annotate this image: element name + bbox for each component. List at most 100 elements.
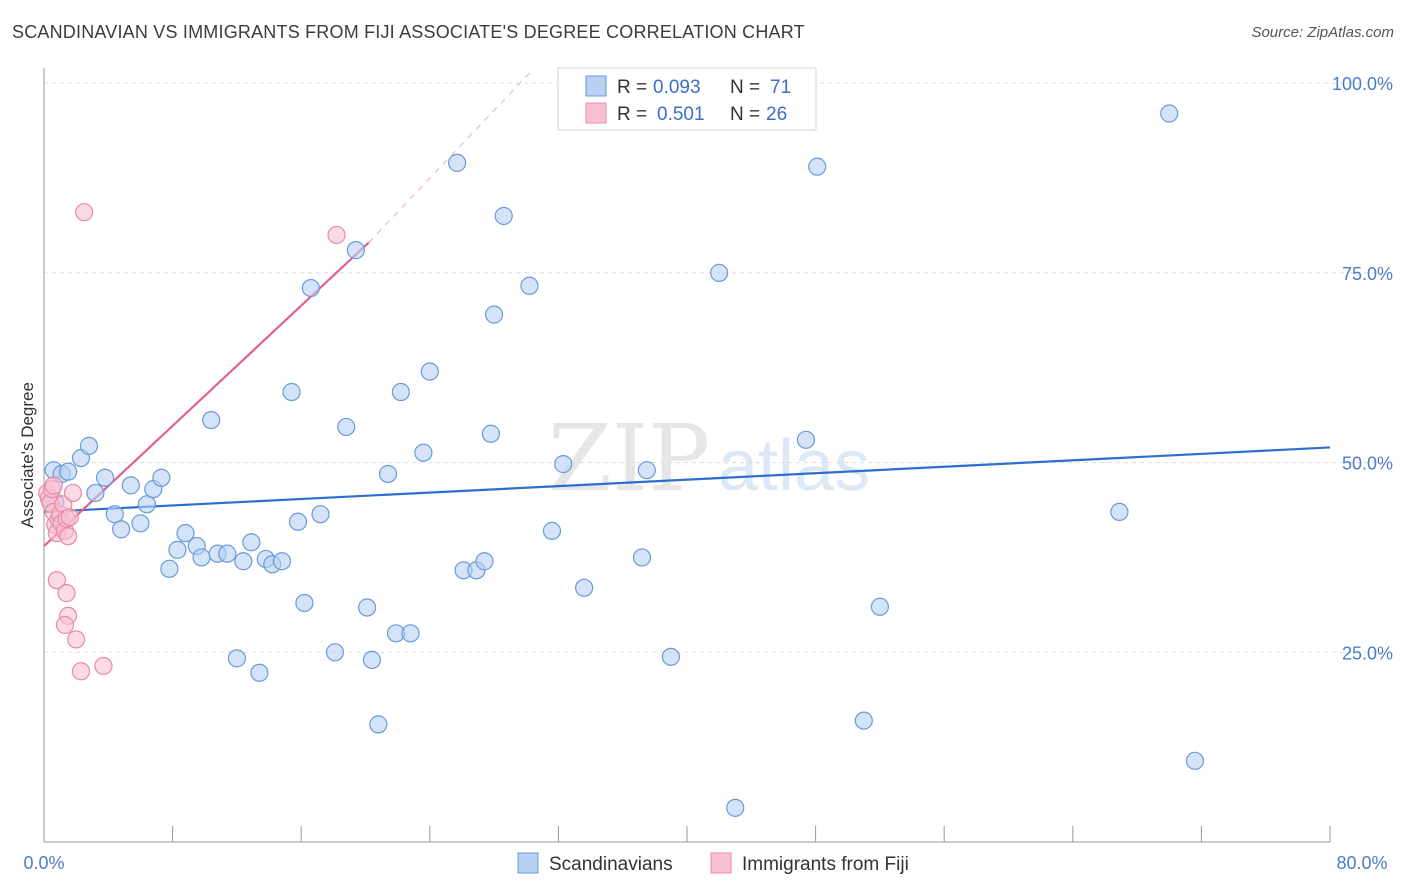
scandinavians-point [131, 514, 150, 533]
scandinavians-point [542, 521, 562, 540]
scandinavians-point [242, 533, 261, 552]
scandinavians-point [282, 382, 301, 402]
scandinavians-point [369, 715, 388, 734]
scandinavians-point [311, 505, 330, 524]
scandinavians-point [358, 598, 377, 617]
legend-r-label-blue: R = [617, 77, 647, 98]
scandinavians-point [105, 505, 124, 524]
scandinavians-point [726, 798, 745, 817]
scandinavians-point [870, 597, 890, 616]
scandinavians-point [420, 362, 439, 381]
legend-r-value-blue: 0.093 [653, 77, 701, 98]
fiji-point [44, 476, 63, 495]
x-tick-label-min: 0.0% [23, 853, 64, 873]
scandinavians-point [1110, 502, 1129, 522]
chart-title: SCANDINAVIAN VS IMMIGRANTS FROM FIJI ASS… [12, 22, 805, 42]
scandinavians-point [448, 153, 467, 172]
scandinavians-point [272, 552, 292, 571]
scandinavians-point [391, 382, 410, 402]
watermark-zip: ZIP [548, 405, 710, 512]
scandinavians-point [520, 276, 539, 295]
fiji-point [94, 656, 113, 676]
fiji-point [57, 584, 76, 603]
scandinavians-point [378, 464, 398, 484]
scandinavians-point [362, 650, 382, 669]
scandinavians-point [79, 436, 99, 455]
fiji-point [71, 662, 91, 681]
y-tick-label: 75.0% [1342, 264, 1393, 284]
scandinavians-point [137, 495, 156, 514]
y-axis-title: Associate's Degree [18, 382, 37, 528]
fiji-point [327, 225, 346, 245]
scandinavians-point [554, 455, 573, 474]
legend-n-value-pink: 26 [766, 104, 787, 125]
scandinavians-point [337, 417, 356, 437]
series-legend: Scandinavians Immigrants from Fiji [517, 852, 909, 875]
scandinavians-point [86, 483, 105, 503]
scandinavians-point [202, 410, 221, 430]
scandinavians-point [218, 544, 237, 563]
fiji-point [55, 615, 74, 635]
scandinavians-point [288, 512, 308, 531]
scandinavians-point [121, 476, 140, 495]
legend-swatch-pink [585, 102, 607, 124]
scandinavians-point [710, 263, 729, 282]
scandinavians-point [808, 157, 827, 176]
series-legend-swatch-blue [517, 852, 539, 874]
y-tick-label: 25.0% [1342, 643, 1393, 663]
legend-n-label-blue: N = [730, 77, 760, 98]
scandinavians-point [168, 540, 187, 559]
scandinavians-point [661, 647, 681, 666]
scandinavians-point [632, 548, 652, 567]
legend-n-value-blue: 71 [770, 77, 791, 98]
scandinavians-point [494, 206, 513, 226]
scandinavians-point [637, 461, 656, 480]
grid-layer [43, 82, 1390, 842]
scandinavians-point [176, 524, 195, 543]
scandinavians-point [192, 548, 211, 567]
series-legend-label-scandinavians: Scandinavians [549, 854, 673, 875]
legend-swatch-blue [585, 75, 607, 97]
fiji-point [63, 483, 83, 503]
fiji-point [75, 203, 94, 222]
series-fiji-points [38, 203, 346, 681]
legend-r-value-pink: 0.501 [657, 104, 705, 125]
scandinavians-point [854, 711, 873, 730]
scandinavians-point [152, 468, 171, 487]
scandinavians-point [301, 278, 320, 298]
scandinavians-point [1185, 751, 1205, 770]
axis-layer [43, 68, 1330, 843]
y-tick-label: 50.0% [1342, 454, 1393, 474]
trend-line-scandinavians [43, 446, 1331, 514]
scandinavians-point [575, 578, 594, 597]
legend-n-label-pink: N = [730, 104, 760, 125]
fiji-point [59, 527, 78, 546]
scandinavians-point [295, 593, 314, 613]
scandinavians-point [250, 663, 269, 682]
scandinavians-point [59, 462, 78, 481]
scandinavians-point [796, 430, 816, 449]
fiji-point [60, 508, 79, 527]
y-tick-labels: 25.0% 50.0% 75.0% 100.0% [1332, 74, 1393, 663]
scandinavians-point [160, 559, 179, 578]
x-tick-labels: 0.0% 80.0% [23, 853, 1387, 873]
chart-source: Source: ZipAtlas.com [1251, 24, 1394, 41]
scandinavians-point [234, 552, 253, 571]
scandinavians-point [227, 649, 246, 668]
scandinavians-point [1160, 104, 1179, 123]
scandinavians-point [475, 552, 494, 571]
fiji-point [67, 630, 86, 649]
scandinavians-point [481, 424, 500, 443]
scandinavians-point [95, 468, 115, 487]
legend-r-label-pink: R = [617, 104, 647, 125]
scandinavians-point [401, 624, 420, 643]
scandinavians-point [485, 305, 504, 324]
x-tick-label-max: 80.0% [1336, 853, 1387, 873]
trend-line-fiji-extension [368, 67, 535, 243]
fiji-point [47, 571, 66, 590]
scandinavians-point [325, 643, 345, 662]
scandinavians-point [414, 443, 433, 462]
scandinavians-point [346, 241, 365, 260]
series-legend-swatch-pink [710, 852, 732, 874]
